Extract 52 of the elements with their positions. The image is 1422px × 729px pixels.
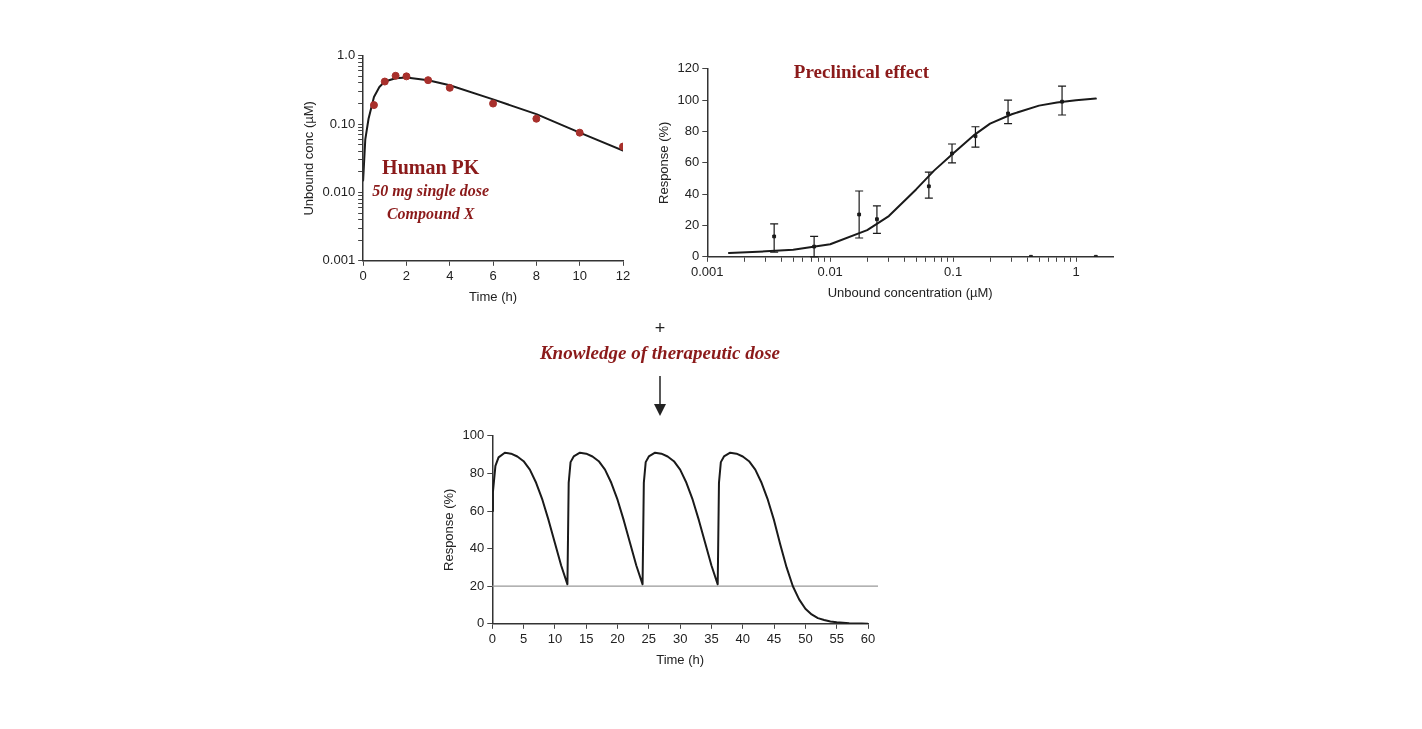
y-tick-label: 100 (462, 427, 485, 443)
x-tick-label: 0.1 (944, 264, 963, 280)
y-tick-label: 0.010 (322, 184, 356, 200)
x-tick-label: 8 (532, 268, 540, 284)
y-tick-label: 40 (469, 540, 485, 556)
annotation: Human PK (382, 155, 480, 178)
text: + (653, 318, 667, 339)
y-tick-label: 0.001 (322, 252, 356, 268)
y-tick-label: 0.10 (329, 115, 356, 131)
x-tick-label: 35 (704, 631, 719, 647)
x-tick-label: 45 (766, 631, 782, 647)
x-axis-title: Unbound concentration (µM) (827, 284, 993, 300)
chart-title: Preclinical effect (793, 60, 930, 82)
x-axis-title: Time (h) (469, 288, 518, 304)
x-tick-label: 10 (547, 631, 563, 647)
x-tick-label: 12 (615, 268, 631, 284)
y-tick-label: 60 (469, 502, 485, 518)
x-tick-label: 4 (446, 268, 454, 284)
y-tick-label: 120 (677, 60, 700, 76)
x-tick-label: 0.01 (817, 264, 843, 280)
y-tick-label: 80 (684, 123, 700, 139)
x-tick-label: 40 (735, 631, 750, 647)
y-axis-title: Response (%) (441, 488, 457, 571)
annotation: 50 mg single dose (372, 182, 490, 201)
annotation: Compound X (386, 204, 475, 223)
y-tick-label: 80 (469, 464, 485, 480)
x-tick-label: 55 (829, 631, 844, 647)
y-tick-label: 1.0 (337, 47, 356, 63)
y-tick-label: 0 (692, 248, 700, 264)
x-tick-label: 20 (610, 631, 625, 647)
x-axis-title: Time (h) (656, 651, 705, 667)
y-tick-label: 20 (684, 217, 700, 233)
x-tick-label: 1 (1072, 264, 1080, 280)
y-axis-title: Response (%) (656, 121, 672, 204)
y-tick-label: 0 (477, 615, 485, 631)
x-tick-label: 10 (572, 268, 587, 284)
x-tick-label: 15 (578, 631, 594, 647)
y-tick-label: 20 (469, 577, 485, 593)
x-tick-label: 0 (359, 268, 367, 284)
x-tick-label: 60 (860, 631, 876, 647)
y-tick-label: 40 (684, 185, 700, 201)
text: Knowledge of therapeutic dose (538, 342, 782, 364)
y-axis-title: Unbound conc (µM) (301, 101, 317, 216)
x-tick-label: 2 (402, 268, 411, 284)
x-tick-label: 6 (489, 268, 497, 284)
y-tick-label: 60 (684, 154, 700, 170)
x-tick-label: 5 (519, 631, 528, 647)
x-tick-label: 50 (798, 631, 813, 647)
y-tick-label: 100 (677, 91, 700, 107)
x-tick-label: 25 (641, 631, 657, 647)
x-tick-label: 0 (488, 631, 496, 647)
x-tick-label: 30 (672, 631, 688, 647)
